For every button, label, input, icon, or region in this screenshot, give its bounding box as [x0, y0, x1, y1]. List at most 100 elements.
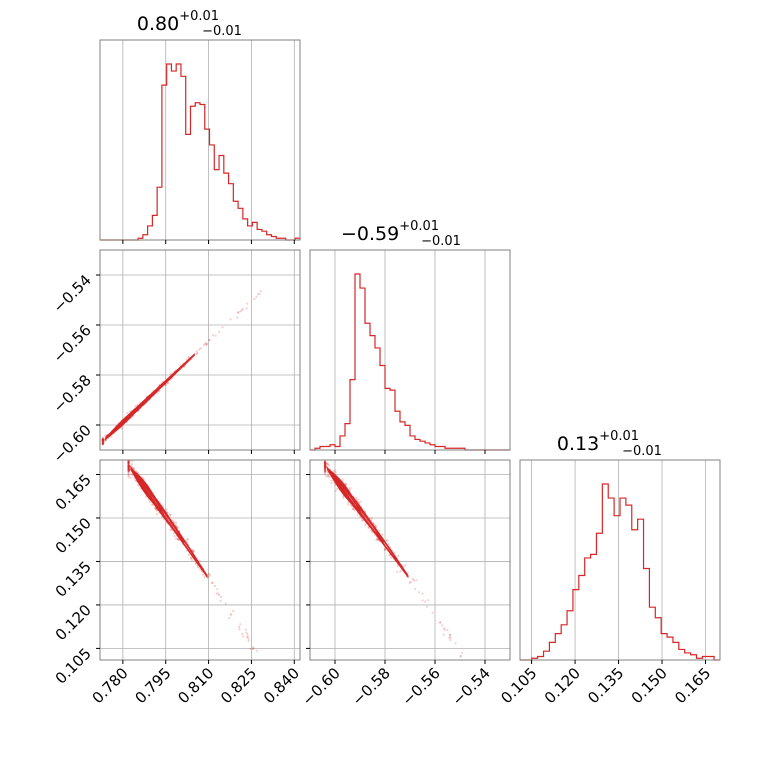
title-minus: −0.01 [622, 444, 662, 459]
scatter-point [352, 508, 355, 511]
scatter-point [323, 461, 327, 465]
scatter-point [323, 461, 327, 465]
scatter-point [151, 503, 154, 506]
scatter-point [323, 471, 327, 474]
scatter-point [330, 482, 333, 485]
tick-label-x: 0.795 [131, 664, 174, 707]
scatter-point [218, 330, 221, 333]
scatter-point [132, 467, 135, 470]
scatter-point [323, 470, 327, 473]
scatter-point [187, 356, 190, 359]
scatter-point [127, 467, 130, 470]
scatter-point [326, 462, 329, 465]
tick-label-y: −0.54 [50, 271, 95, 316]
scatter-point [240, 309, 243, 312]
scatter-point [323, 460, 327, 463]
scatter-point [357, 501, 361, 504]
scatter-point [370, 517, 373, 520]
scatter-point [165, 508, 168, 511]
scatter-point [131, 466, 134, 469]
scatter-point [104, 438, 107, 442]
scatter-point [127, 462, 130, 465]
scatter-point [215, 592, 218, 595]
scatter-point [127, 460, 130, 464]
scatter-point [431, 611, 434, 614]
scatter-point [323, 468, 327, 471]
scatter-point [464, 662, 466, 664]
scatter-point [463, 661, 465, 663]
scatter-point [134, 479, 137, 482]
scatter-point [325, 466, 328, 469]
scatter-point [367, 526, 370, 529]
scatter-point [325, 466, 328, 469]
density-plot-area [101, 289, 262, 446]
scatter-point [101, 443, 104, 446]
scatter-point [127, 465, 130, 468]
scatter-point [134, 404, 137, 408]
scatter-point [258, 292, 261, 295]
scatter-point [169, 528, 172, 532]
scatter-point [127, 469, 130, 472]
scatter-point [127, 460, 130, 463]
panel-density-param-1-vs-param-3: 0.780 0.795 0.810 0.825 0.840 0.1050.1200.135… [52, 459, 303, 707]
scatter-point [454, 642, 457, 645]
scatter-point [323, 467, 327, 470]
scatter-point [404, 564, 407, 567]
scatter-point [323, 462, 327, 465]
scatter-point [171, 519, 174, 522]
tick-label-x: 0.120 [541, 664, 584, 707]
scatter-point [101, 438, 104, 441]
scatter-point [211, 334, 215, 337]
panel-frame [99, 39, 301, 241]
scatter-point [324, 463, 327, 466]
scatter-point [189, 557, 193, 560]
scatter-point [448, 636, 451, 640]
scatter-point [127, 460, 130, 463]
scatter-point [101, 438, 104, 441]
scatter-point [344, 483, 348, 486]
scatter-point [244, 628, 248, 631]
scatter-point [127, 461, 130, 464]
scatter-point [127, 476, 130, 479]
scatter-point [376, 538, 380, 541]
scatter-point [101, 442, 104, 446]
scatter-point [253, 297, 256, 301]
panel-frame [309, 459, 511, 661]
scatter-point [127, 464, 130, 467]
scatter-point [101, 441, 104, 444]
scatter-point [176, 537, 179, 541]
scatter-point [241, 307, 244, 311]
scatter-point [323, 465, 327, 468]
scatter-point [198, 348, 201, 351]
scatter-point [127, 465, 130, 468]
scatter-point [211, 581, 214, 585]
scatter-point [328, 464, 331, 467]
tick-label-x: 0.135 [584, 664, 627, 707]
scatter-point [102, 438, 105, 442]
scatter-point [101, 442, 104, 446]
scatter-point [101, 438, 104, 441]
scatter-point [101, 440, 104, 443]
scatter-point [128, 468, 131, 471]
scatter-point [421, 599, 424, 602]
scatter-point [218, 593, 221, 597]
scatter-point [323, 465, 327, 468]
scatter-point [201, 573, 205, 576]
tick-label-x: 0.150 [628, 664, 671, 707]
density-contour [327, 467, 361, 513]
tick-label-x: 0.810 [174, 664, 217, 707]
scatter-point [214, 334, 217, 337]
scatter-point [101, 439, 104, 443]
scatter-point [127, 460, 130, 464]
scatter-point [357, 498, 360, 501]
scatter-point [442, 627, 446, 630]
scatter-point [127, 465, 130, 468]
scatter-point [375, 538, 378, 541]
scatter-point [246, 635, 249, 638]
scatter-point [127, 465, 130, 468]
scatter-point [195, 350, 198, 353]
scatter-point [328, 475, 331, 479]
title-minus: −0.01 [202, 24, 242, 39]
scatter-point [132, 467, 135, 470]
